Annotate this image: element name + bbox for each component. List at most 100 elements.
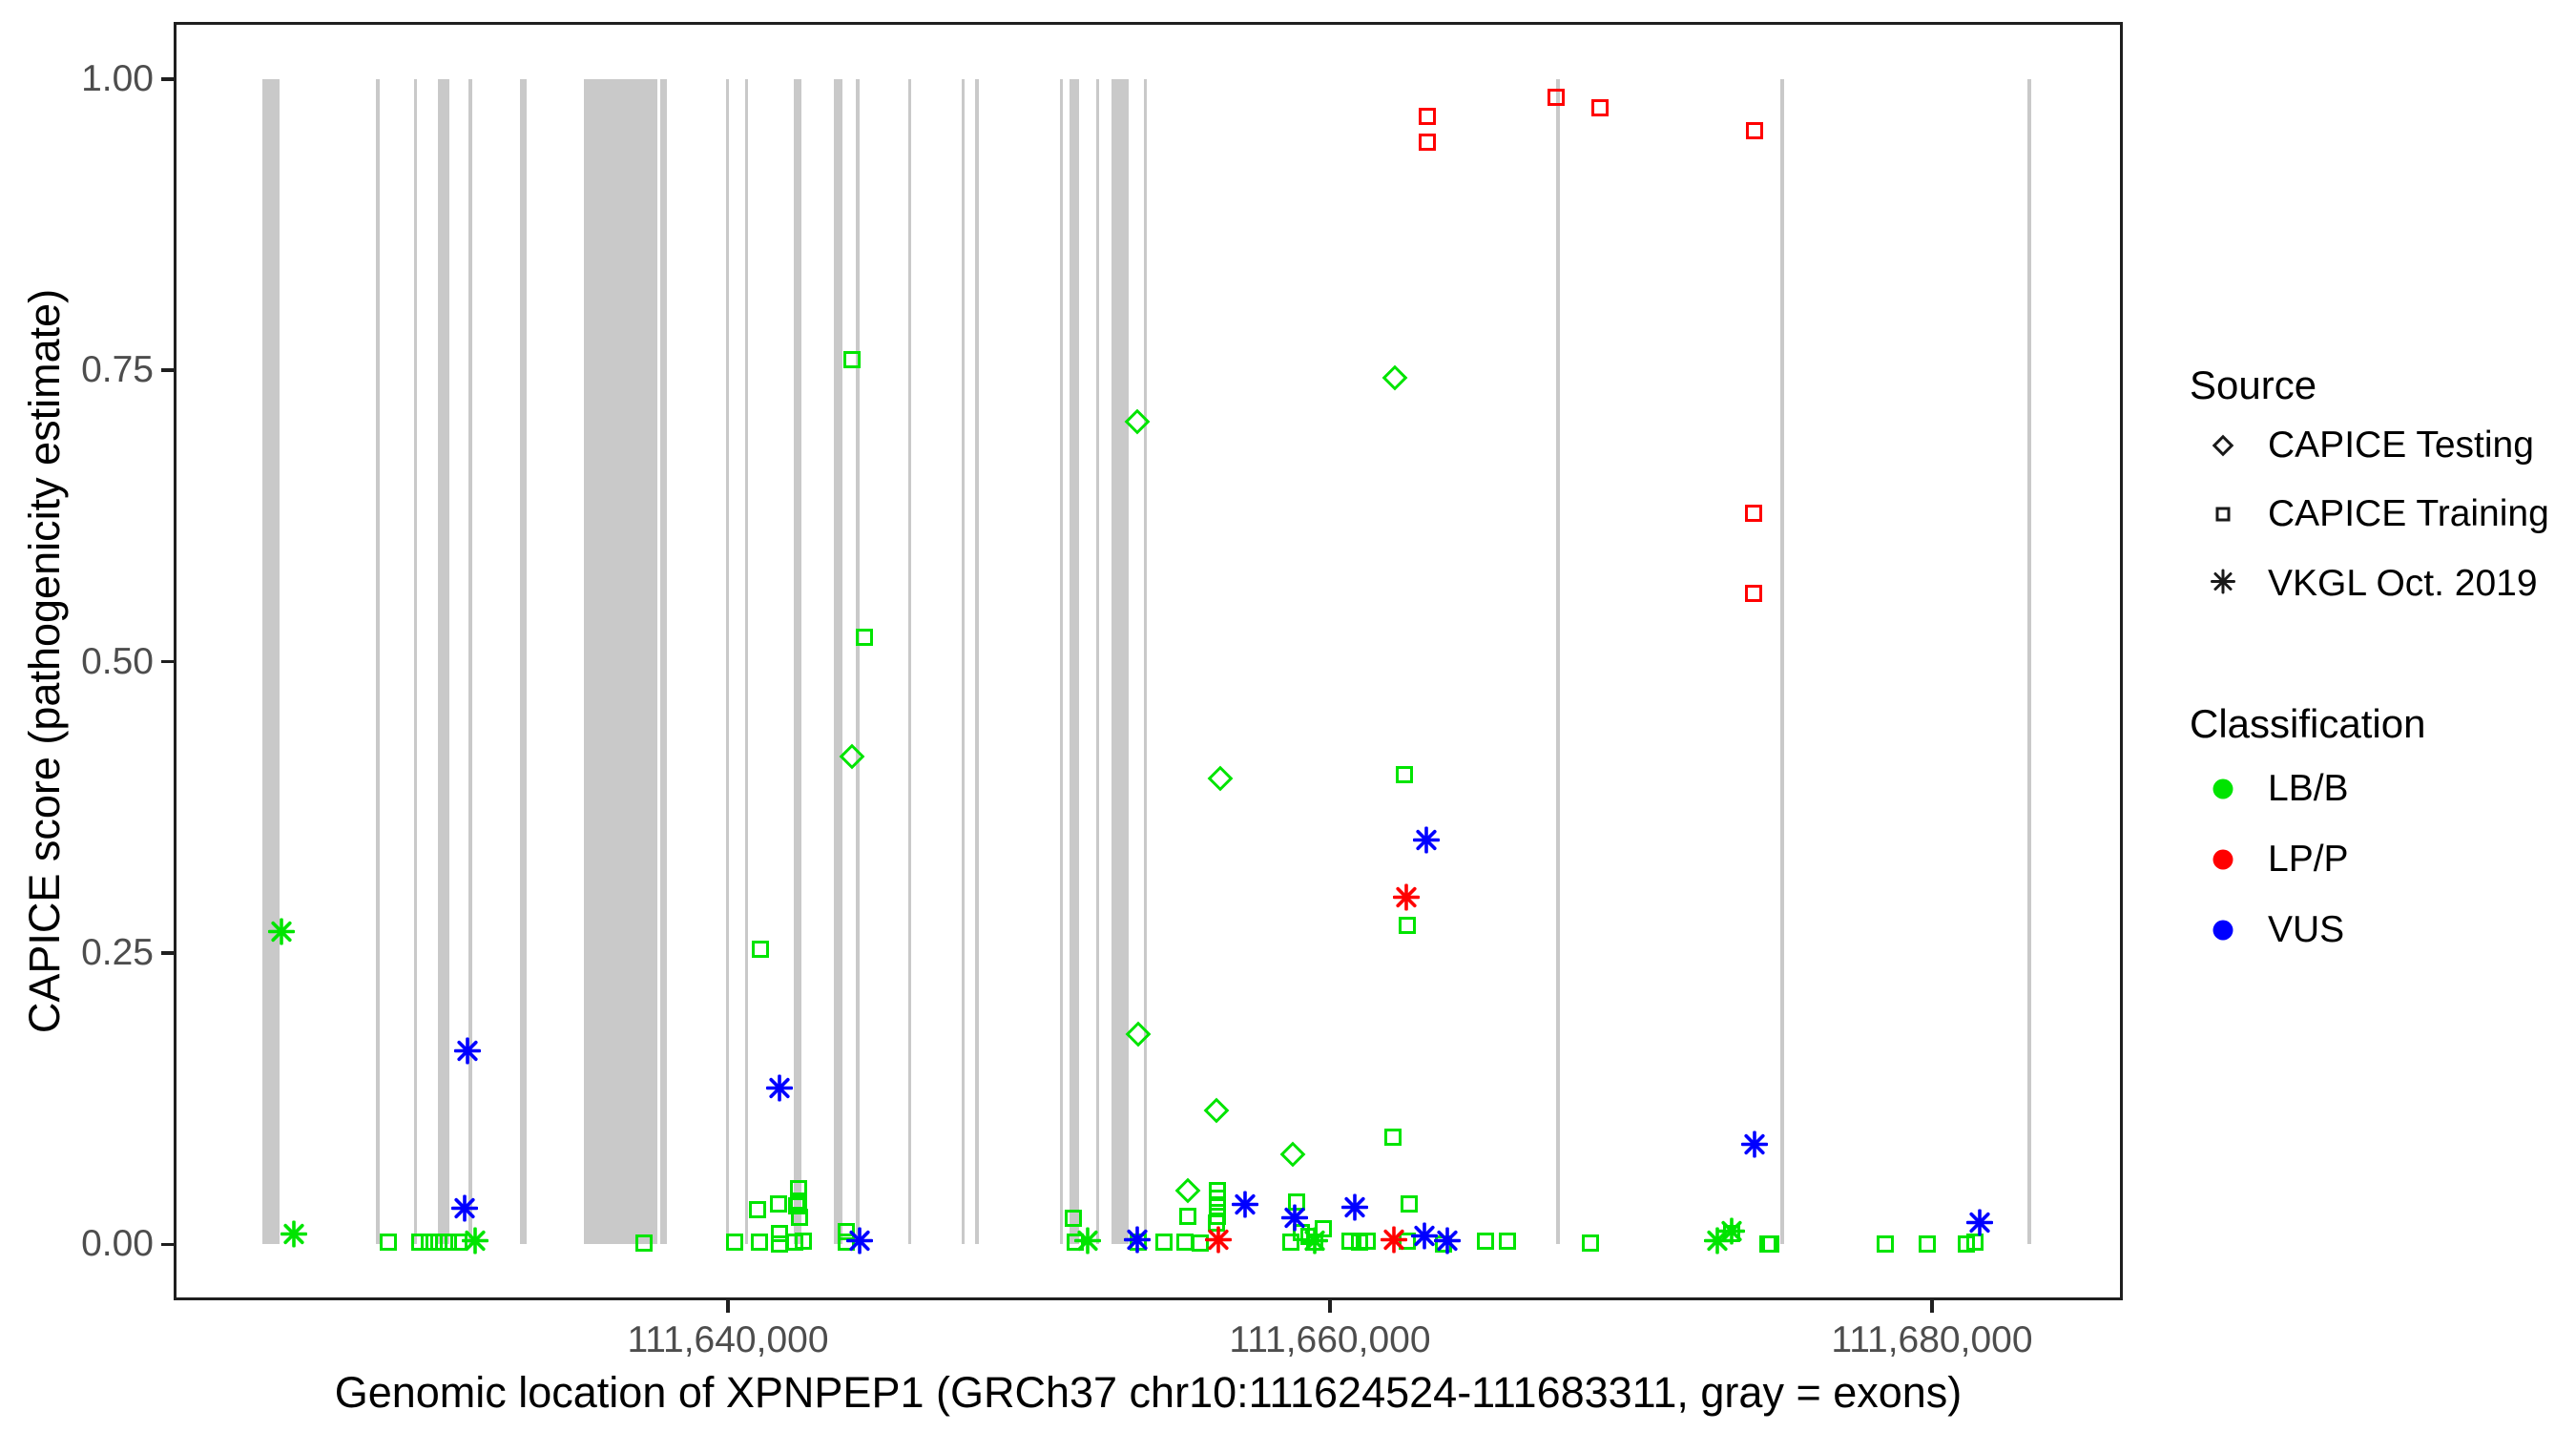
data-point-capice-training-lb-b bbox=[1359, 1232, 1377, 1250]
data-point-vkgl-oct-2019-vus bbox=[1412, 826, 1441, 858]
legend-item-label: VUS bbox=[2268, 909, 2345, 950]
x-axis-tick-label: 111,660,000 bbox=[1229, 1319, 1431, 1360]
data-point-capice-training-lb-b bbox=[748, 1200, 766, 1218]
data-point-vkgl-oct-2019-lb-b bbox=[1703, 1227, 1732, 1259]
data-point-capice-training-lb-b bbox=[1287, 1193, 1305, 1212]
data-point-capice-training-lp-p bbox=[1745, 505, 1763, 523]
exon-bar bbox=[2027, 78, 2032, 1245]
data-point-capice-training-lb-b bbox=[421, 1233, 438, 1251]
exon-bar bbox=[725, 78, 730, 1245]
legend-item-capice-testing: CAPICE Testing bbox=[2175, 423, 2576, 468]
legend-item-label: LP/P bbox=[2268, 839, 2349, 880]
legend-item-label: LB/B bbox=[2268, 768, 2349, 809]
data-point-capice-training-lb-b bbox=[1208, 1198, 1226, 1216]
data-point-capice-testing-lb-b bbox=[1381, 364, 1408, 390]
data-point-vkgl-oct-2019-lb-b bbox=[1717, 1217, 1746, 1250]
x-axis-tick-label: 111,680,000 bbox=[1831, 1319, 2033, 1360]
data-point-vkgl-oct-2019-vus bbox=[1340, 1192, 1369, 1225]
data-point-capice-training-lb-b bbox=[410, 1233, 428, 1251]
legend-classification-title: Classification bbox=[2190, 701, 2426, 746]
data-point-capice-training-lb-b bbox=[1155, 1233, 1174, 1251]
exon-bar bbox=[413, 78, 418, 1245]
exon-bar bbox=[438, 78, 449, 1245]
data-point-capice-training-lp-p bbox=[1746, 121, 1764, 139]
data-point-vkgl-oct-2019-vus bbox=[1231, 1191, 1259, 1223]
data-point-vkgl-oct-2019-lp-p bbox=[1392, 882, 1421, 915]
exon-bar bbox=[975, 78, 979, 1245]
exon-bar bbox=[793, 78, 801, 1245]
data-point-capice-training-lb-b bbox=[1179, 1208, 1197, 1226]
data-point-capice-training-lp-p bbox=[1745, 584, 1763, 602]
exon-bar bbox=[376, 78, 380, 1245]
exon-bar bbox=[660, 78, 667, 1245]
y-axis-tick-label: 0.75 bbox=[81, 349, 154, 391]
x-axis-tick-label: 111,640,000 bbox=[627, 1319, 829, 1360]
data-point-capice-training-lb-b bbox=[1208, 1214, 1226, 1233]
exon-bar bbox=[1095, 78, 1100, 1245]
data-point-vkgl-oct-2019-lp-p bbox=[1380, 1226, 1408, 1257]
data-point-capice-testing-lb-b bbox=[1125, 1022, 1152, 1047]
data-point-capice-training-lb-b bbox=[1400, 1194, 1418, 1213]
data-point-vkgl-oct-2019-vus bbox=[1433, 1227, 1462, 1259]
data-point-vkgl-oct-2019-lp-p bbox=[1204, 1226, 1233, 1257]
data-point-capice-training-lb-b bbox=[1762, 1235, 1780, 1254]
data-point-capice-training-lp-p bbox=[1419, 133, 1437, 151]
data-point-capice-testing-lb-b bbox=[1279, 1141, 1306, 1168]
data-point-vkgl-oct-2019-lb-b bbox=[1300, 1227, 1329, 1259]
data-point-capice-training-lb-b bbox=[1341, 1232, 1360, 1250]
exon-bar bbox=[468, 78, 472, 1245]
exon-bar bbox=[519, 78, 527, 1245]
data-point-capice-training-lb-b bbox=[1208, 1189, 1226, 1207]
exon-bar bbox=[907, 78, 912, 1245]
exon-bar bbox=[261, 78, 280, 1245]
data-point-capice-training-lb-b bbox=[1957, 1235, 1975, 1254]
exon-bar bbox=[584, 78, 657, 1245]
exon-bar bbox=[834, 78, 842, 1245]
data-point-capice-training-lb-b bbox=[1499, 1232, 1517, 1250]
data-point-vkgl-oct-2019-lb-b bbox=[461, 1227, 489, 1259]
legend-item-lpp: LP/P bbox=[2175, 837, 2576, 882]
data-point-capice-training-lb-b bbox=[1383, 1128, 1402, 1146]
data-point-capice-training-lb-b bbox=[791, 1209, 809, 1227]
data-point-capice-training-lb-b bbox=[1192, 1234, 1209, 1253]
y-axis-tick-label: 0.25 bbox=[81, 931, 154, 973]
data-point-capice-training-lb-b bbox=[1477, 1232, 1495, 1250]
data-point-capice-training-lb-b bbox=[430, 1233, 448, 1251]
data-point-capice-testing-lb-b bbox=[1174, 1177, 1201, 1204]
data-point-capice-training-lb-b bbox=[439, 1233, 457, 1251]
y-axis-tick-label: 0.00 bbox=[81, 1223, 154, 1265]
data-point-vkgl-oct-2019-vus bbox=[1280, 1203, 1309, 1235]
x-axis-tick bbox=[1930, 1300, 1934, 1313]
data-point-capice-training-lb-b bbox=[1281, 1233, 1299, 1251]
data-point-capice-training-lb-b bbox=[790, 1192, 808, 1211]
exon-bar bbox=[1779, 78, 1785, 1245]
asterisk-icon bbox=[2211, 569, 2235, 599]
data-point-capice-training-lb-b bbox=[1396, 766, 1414, 784]
data-point-capice-training-lp-p bbox=[1547, 89, 1565, 107]
legend-item-capice-training: CAPICE Training bbox=[2175, 491, 2576, 537]
exon-bar bbox=[856, 78, 860, 1245]
data-point-capice-training-lp-p bbox=[1419, 107, 1437, 125]
square-icon bbox=[2215, 507, 2231, 522]
legend-item-vus: VUS bbox=[2175, 907, 2576, 953]
legend-item-label: VKGL Oct. 2019 bbox=[2268, 563, 2538, 604]
exon-bar bbox=[1111, 78, 1129, 1245]
plot-panel bbox=[174, 22, 2123, 1300]
data-point-capice-training-lb-b bbox=[1065, 1210, 1083, 1228]
data-point-capice-testing-lb-b bbox=[1207, 765, 1234, 792]
data-point-vkgl-oct-2019-lb-b bbox=[267, 918, 296, 950]
exon-bar bbox=[961, 78, 966, 1245]
lpp-dot-icon bbox=[2212, 849, 2233, 870]
y-axis-tick bbox=[161, 659, 174, 664]
x-axis-tick bbox=[1328, 1300, 1332, 1313]
data-point-vkgl-oct-2019-vus bbox=[845, 1227, 874, 1259]
data-point-capice-training-lp-p bbox=[1590, 99, 1609, 117]
data-point-capice-training-lb-b bbox=[842, 351, 861, 369]
exon-bar bbox=[1143, 78, 1148, 1245]
y-axis-tick-label: 0.50 bbox=[81, 640, 154, 682]
data-point-capice-training-lb-b bbox=[855, 628, 873, 646]
data-point-capice-training-lb-b bbox=[837, 1222, 855, 1240]
data-point-capice-testing-lb-b bbox=[839, 743, 865, 769]
data-point-capice-training-lb-b bbox=[752, 941, 770, 959]
data-point-capice-training-lb-b bbox=[634, 1234, 653, 1253]
